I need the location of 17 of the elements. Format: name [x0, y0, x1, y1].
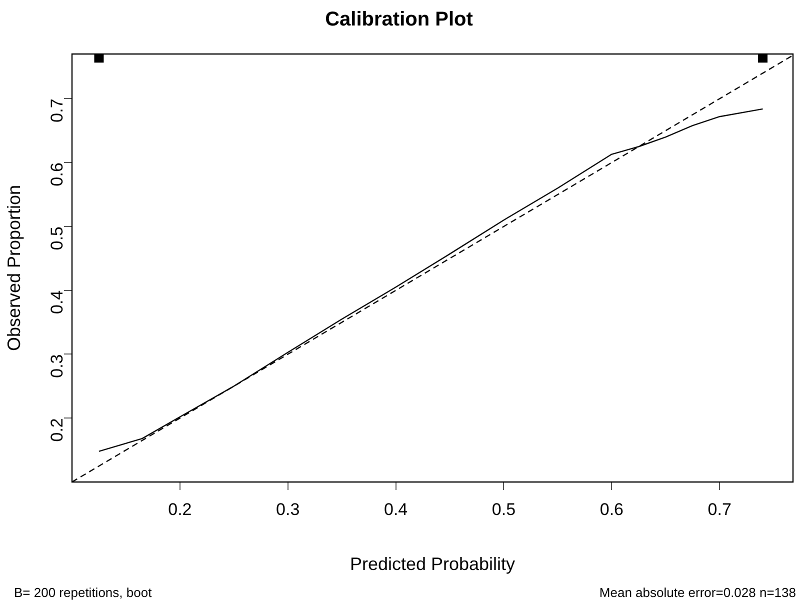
- y-tick-label: 0.7: [48, 98, 67, 122]
- y-tick-label: 0.3: [48, 354, 67, 378]
- x-tick-label: 0.3: [276, 500, 300, 519]
- chart-title: Calibration Plot: [325, 8, 474, 31]
- x-tick-label: 0.5: [492, 500, 516, 519]
- y-tick-label: 0.4: [48, 290, 67, 314]
- x-tick-label: 0.6: [600, 500, 624, 519]
- x-axis-title: Predicted Probability: [350, 554, 516, 574]
- y-axis-title: Observed Proportion: [4, 184, 24, 352]
- y-tick-label: 0.6: [48, 162, 67, 186]
- text: Mean absolute error=0.028 n=138: [599, 585, 796, 600]
- x-tick-label: 0.2: [168, 500, 192, 519]
- y-tick-label: 0.2: [48, 418, 67, 442]
- x-tick-label: 0.4: [384, 500, 408, 519]
- x-tick-label: 0.7: [708, 500, 732, 519]
- text: B= 200 repetitions, boot: [14, 585, 152, 600]
- y-tick-label: 0.5: [48, 226, 67, 250]
